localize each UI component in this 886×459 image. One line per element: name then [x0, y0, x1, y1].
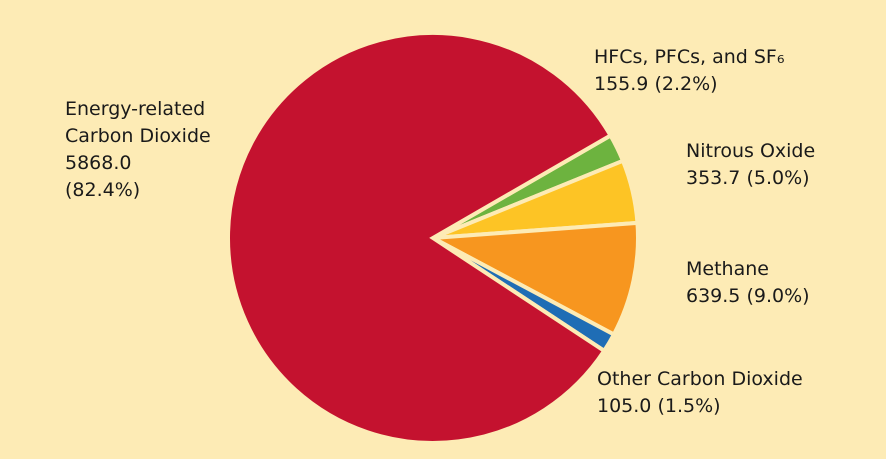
category-name: Energy-related Carbon Dioxide	[65, 98, 211, 147]
value-label: 353.7	[686, 167, 741, 189]
percentage-label: (82.4%)	[65, 179, 141, 201]
slice-label: HFCs, PFCs, and SF₆ 155.9 (2.2%)	[594, 44, 784, 98]
value-label: 5868.0	[65, 152, 132, 174]
category-name: Other Carbon Dioxide	[597, 368, 803, 390]
category-name: HFCs, PFCs, and SF₆	[594, 46, 785, 68]
pie-slice	[226, 31, 614, 445]
percentage-label: (5.0%)	[746, 167, 810, 189]
value-label: 639.5	[686, 285, 741, 307]
slice-label: Nitrous Oxide 353.7 (5.0%)	[686, 138, 815, 192]
category-name: Nitrous Oxide	[686, 140, 816, 162]
slice-label: Energy-related Carbon Dioxide 5868.0 (82.4…	[65, 96, 240, 204]
slice-label: Methane 639.5 (9.0%)	[686, 256, 810, 310]
category-name: Methane	[686, 258, 769, 280]
slice-label: Other Carbon Dioxide 105.0 (1.5%)	[597, 366, 803, 420]
pie-slice	[425, 220, 640, 338]
value-label: 105.0	[597, 395, 652, 417]
percentage-label: (1.5%)	[657, 395, 721, 417]
value-label: 155.9	[594, 73, 649, 95]
percentage-label: (9.0%)	[746, 285, 810, 307]
percentage-label: (2.2%)	[654, 73, 718, 95]
